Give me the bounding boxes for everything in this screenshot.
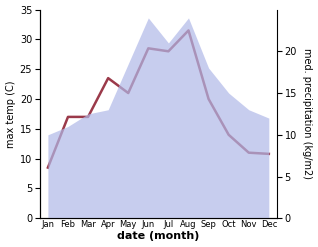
- X-axis label: date (month): date (month): [117, 231, 200, 242]
- Y-axis label: med. precipitation (kg/m2): med. precipitation (kg/m2): [302, 48, 313, 179]
- Y-axis label: max temp (C): max temp (C): [5, 80, 16, 148]
